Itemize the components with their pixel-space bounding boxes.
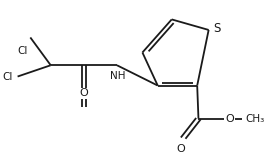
Text: CH₃: CH₃ bbox=[246, 114, 265, 124]
Text: Cl: Cl bbox=[17, 46, 28, 56]
Text: S: S bbox=[213, 22, 221, 35]
Text: O: O bbox=[225, 114, 234, 124]
Text: Cl: Cl bbox=[3, 72, 13, 81]
Text: O: O bbox=[79, 88, 88, 98]
Text: O: O bbox=[176, 144, 185, 154]
Text: NH: NH bbox=[111, 71, 126, 81]
